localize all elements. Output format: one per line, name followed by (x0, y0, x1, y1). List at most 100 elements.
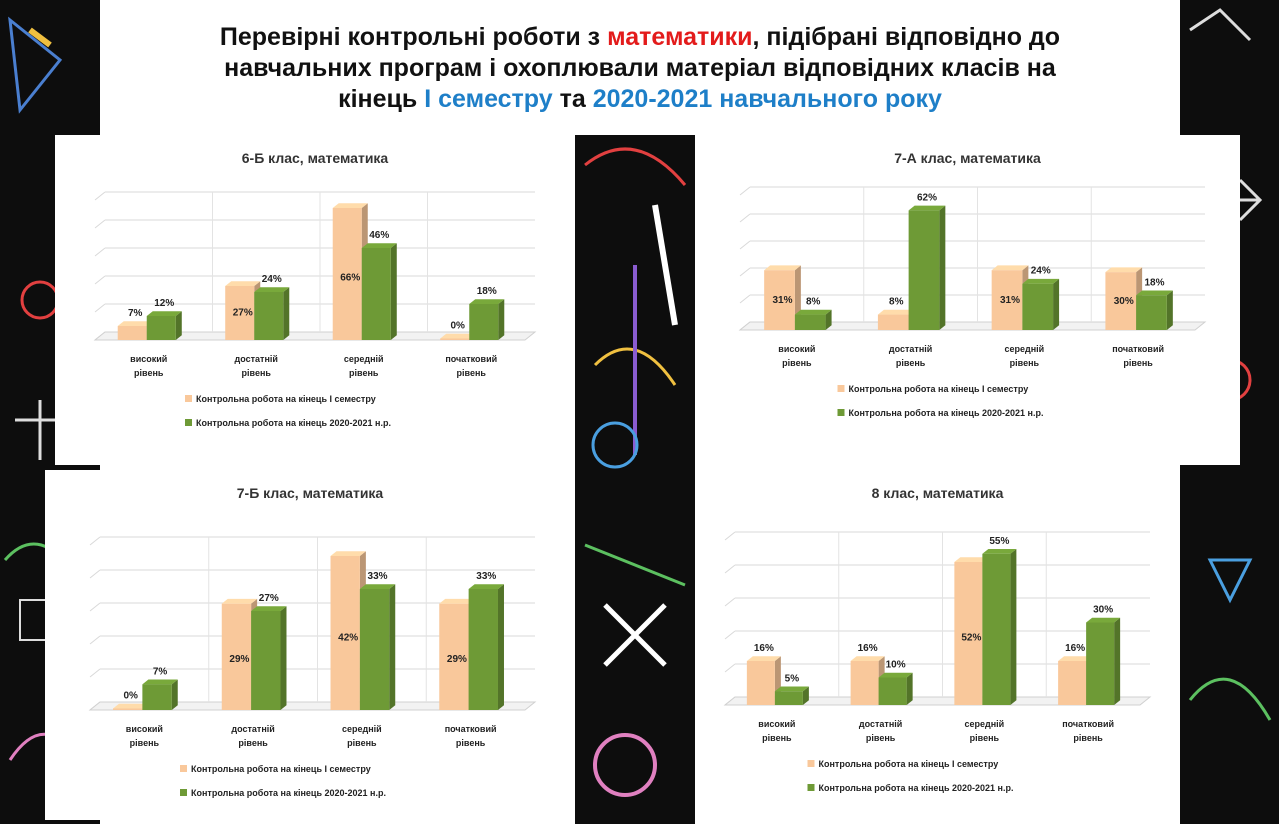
bar-top (117, 321, 153, 326)
bar (877, 314, 909, 330)
category-label: початковий (445, 354, 497, 364)
bar-top (146, 311, 182, 316)
bar-side (497, 584, 504, 710)
category-label: рівень (349, 368, 379, 378)
data-label: 18% (477, 286, 497, 297)
bar-side (906, 672, 913, 705)
data-label: 66% (340, 273, 360, 284)
legend-label: Контрольна робота на кінець І семестру (819, 759, 999, 769)
legend-swatch (807, 784, 815, 791)
chart-title: 7-А клас, математика (894, 150, 1041, 166)
data-label: 8% (889, 297, 904, 308)
bar (774, 691, 803, 705)
gridline-side (89, 668, 101, 678)
category-label: початковий (1112, 344, 1164, 354)
category-label: високий (130, 354, 167, 364)
gridline-side (94, 191, 106, 201)
category-label: рівень (457, 368, 487, 378)
gridline-side (739, 294, 751, 304)
chalkboard-middle-strip (575, 125, 695, 824)
data-label: 31% (773, 295, 793, 306)
category-label: рівень (866, 733, 896, 743)
title-line-2: навчальних програм і охоплювали матеріал… (224, 54, 1056, 82)
bar-top (251, 606, 287, 611)
category-label: середній (965, 719, 1005, 729)
data-label: 33% (368, 571, 388, 582)
bar-top (221, 598, 258, 604)
category-label: рівень (242, 368, 272, 378)
bar-side (283, 287, 290, 340)
bar (361, 248, 391, 340)
gridline-side (739, 213, 751, 223)
gridline-side (94, 247, 106, 257)
bar-top (878, 672, 913, 678)
category-label: рівень (130, 738, 160, 748)
category-label: рівень (1073, 733, 1103, 743)
bar (764, 270, 795, 330)
title-line-1-part-a: Перевірні контрольні роботи з (219, 23, 608, 51)
legend-label: Контрольна робота на кінець 2020-2021 н.… (196, 418, 391, 428)
chart-title: 7-Б клас, математика (237, 485, 384, 501)
gridline-side (724, 663, 736, 673)
legend-swatch (185, 419, 192, 426)
category-label: середній (342, 724, 382, 734)
data-label: 31% (1000, 295, 1020, 306)
bar-side (1114, 617, 1121, 705)
bar-side (390, 243, 397, 340)
legend-swatch (837, 409, 845, 416)
chart-8: 8 клас, математика 16% 5% високий рівень 16% 1… (723, 485, 1152, 793)
category-label: рівень (896, 358, 926, 368)
category-label: початковий (1062, 719, 1114, 729)
bar (908, 210, 940, 330)
category-label: рівень (238, 738, 268, 748)
bar (117, 326, 147, 340)
category-label: рівень (782, 358, 812, 368)
bar (330, 556, 360, 710)
category-label: достатній (235, 354, 278, 364)
bar-top (746, 656, 781, 661)
bar-top (440, 333, 476, 339)
bar-side (1010, 548, 1017, 705)
bar-side (802, 686, 809, 705)
gridline-side (89, 569, 101, 579)
chart-panel-7b: 7-Б клас, математика 0% 7% високий рівень 29%… (45, 470, 575, 820)
legend-label: Контрольна робота на кінець І семестру (849, 384, 1029, 394)
bar-top (1086, 617, 1121, 623)
chalk-doodles-middle (584, 147, 687, 797)
data-label: 30% (1093, 605, 1113, 616)
bar (359, 589, 390, 710)
category-label: середній (1005, 344, 1045, 354)
bar-side (498, 299, 505, 340)
data-label: 24% (1031, 266, 1051, 277)
bar-side (175, 311, 182, 340)
title-line-3: кінець І семестру та 2020-2021 навчально… (100, 84, 1180, 115)
bar (225, 286, 255, 340)
bar-side (825, 309, 832, 330)
bar-side (1166, 290, 1173, 330)
bar-top (359, 584, 396, 589)
legend-swatch (837, 385, 845, 392)
bar (439, 603, 469, 710)
bar-top (330, 551, 366, 556)
gridline-side (94, 275, 106, 285)
bar (221, 603, 252, 710)
data-label: 29% (229, 654, 249, 665)
data-label: 62% (917, 192, 937, 203)
bar-top (332, 203, 368, 208)
category-label: рівень (1123, 358, 1153, 368)
gridline-side (89, 602, 101, 612)
title-line-3-part-c: та (552, 85, 593, 113)
title-line-1-part-c: , підібрані відповідно до (752, 23, 1061, 51)
category-label: високий (778, 344, 815, 354)
bar-top (982, 548, 1017, 554)
gridline-side (89, 635, 101, 645)
data-label: 24% (262, 274, 282, 285)
bar (142, 684, 172, 710)
data-label: 5% (785, 673, 800, 684)
bar (468, 589, 498, 710)
legend-label: Контрольна робота на кінець І семестру (196, 394, 376, 404)
category-label: середній (344, 354, 384, 364)
data-label: 30% (1114, 296, 1134, 307)
bar-top (877, 309, 915, 315)
gridline-side (739, 267, 751, 277)
